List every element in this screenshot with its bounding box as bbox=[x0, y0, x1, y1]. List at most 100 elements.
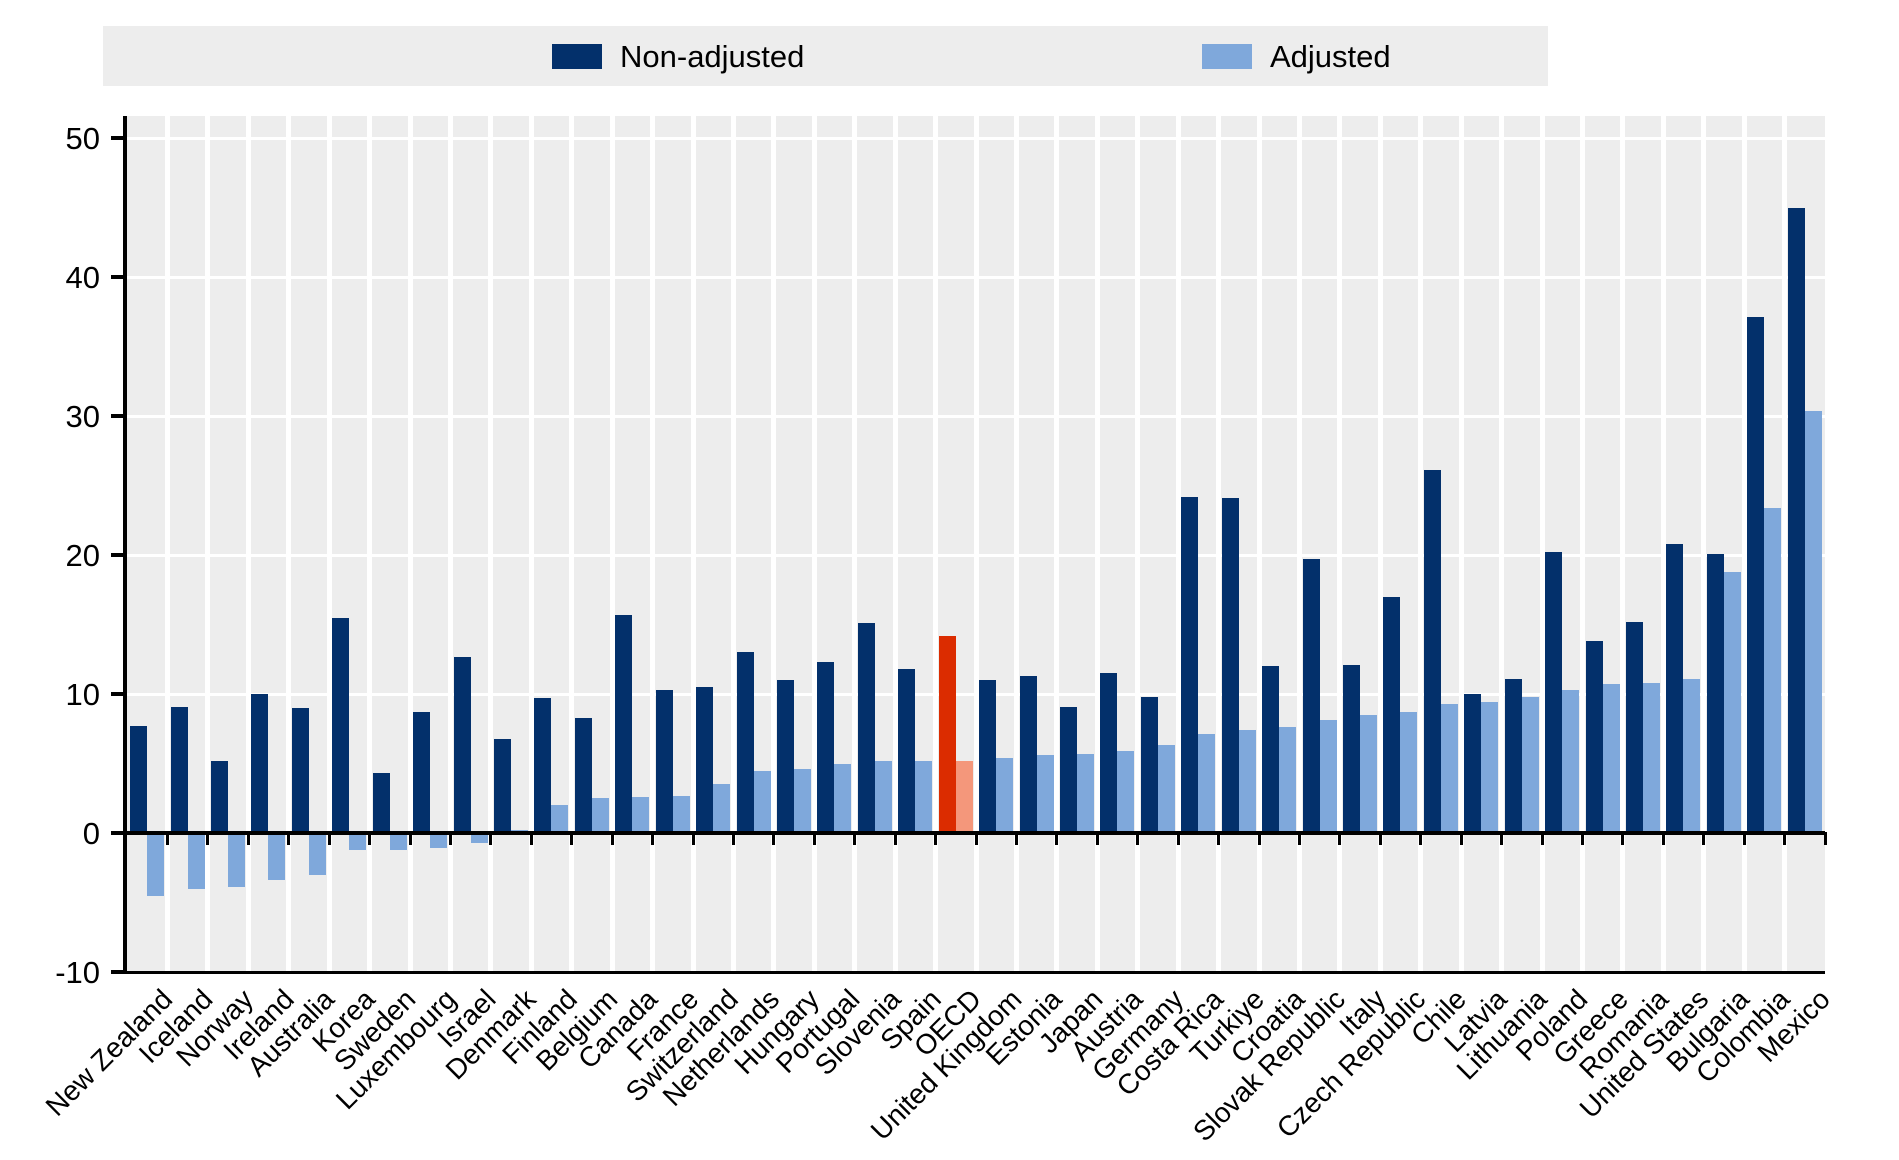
y-tick-label-20: 20 bbox=[65, 538, 100, 574]
x-axis-line bbox=[123, 970, 1825, 974]
column-separator bbox=[1620, 116, 1626, 972]
column-separator bbox=[892, 116, 898, 972]
bar-adjusted-turkiye bbox=[1238, 730, 1256, 834]
bar-adjusted-japan bbox=[1077, 753, 1095, 834]
bar-non-adjusted-finland bbox=[534, 698, 552, 834]
bar-adjusted-sweden bbox=[389, 833, 407, 850]
bar-adjusted-latvia bbox=[1481, 702, 1499, 834]
bar-adjusted-lithuania bbox=[1521, 696, 1539, 834]
bar-adjusted-france bbox=[672, 795, 690, 834]
category-tick bbox=[1580, 832, 1584, 846]
gridline-20 bbox=[127, 553, 1825, 557]
y-tick-50 bbox=[111, 136, 123, 140]
category-tick bbox=[1783, 832, 1787, 846]
category-tick bbox=[1055, 832, 1059, 846]
bar-non-adjusted-chile bbox=[1423, 470, 1441, 834]
column-separator bbox=[205, 116, 211, 972]
bar-adjusted-switzerland bbox=[713, 784, 731, 834]
column-separator bbox=[730, 116, 736, 972]
column-separator bbox=[569, 116, 575, 972]
bar-non-adjusted-slovenia bbox=[857, 623, 875, 834]
bar-adjusted-germany bbox=[1157, 745, 1175, 834]
y-tick-label--10: -10 bbox=[55, 955, 100, 990]
bar-non-adjusted-croatia bbox=[1262, 666, 1280, 834]
category-tick bbox=[1823, 832, 1827, 846]
column-separator bbox=[164, 116, 170, 972]
bar-adjusted-romania bbox=[1643, 682, 1661, 834]
category-tick bbox=[691, 832, 695, 846]
bar-non-adjusted-luxembourg bbox=[413, 712, 431, 834]
bar-non-adjusted-united-states bbox=[1666, 544, 1684, 834]
category-tick bbox=[368, 832, 372, 846]
column-separator bbox=[1337, 116, 1343, 972]
column-separator bbox=[488, 116, 494, 972]
bar-adjusted-greece bbox=[1602, 684, 1620, 834]
bar-adjusted-costa-rica bbox=[1198, 734, 1216, 834]
category-tick bbox=[1459, 832, 1463, 846]
bar-non-adjusted-estonia bbox=[1019, 676, 1037, 834]
bar-non-adjusted-sweden bbox=[372, 773, 390, 834]
y-tick-20 bbox=[111, 553, 123, 557]
gridline-10 bbox=[127, 692, 1825, 696]
column-separator bbox=[973, 116, 979, 972]
category-tick bbox=[853, 832, 857, 846]
bar-adjusted-mexico bbox=[1804, 410, 1822, 834]
column-separator bbox=[1013, 116, 1019, 972]
column-separator bbox=[1701, 116, 1707, 972]
category-tick bbox=[610, 832, 614, 846]
bar-non-adjusted-hungary bbox=[777, 680, 795, 834]
y-tick-label-0: 0 bbox=[82, 816, 100, 852]
bar-non-adjusted-turkiye bbox=[1221, 498, 1239, 834]
legend-swatch-adjusted bbox=[1202, 44, 1252, 69]
bar-adjusted-portugal bbox=[834, 763, 852, 834]
column-separator bbox=[852, 116, 858, 972]
category-tick bbox=[1378, 832, 1382, 846]
bar-adjusted-canada bbox=[632, 796, 650, 834]
column-separator bbox=[367, 116, 373, 972]
bar-adjusted-austria bbox=[1117, 751, 1135, 834]
bar-non-adjusted-iceland bbox=[170, 706, 188, 834]
category-tick bbox=[448, 832, 452, 846]
category-tick bbox=[1702, 832, 1706, 846]
column-separator bbox=[1094, 116, 1100, 972]
legend: Non-adjusted Adjusted bbox=[103, 26, 1548, 86]
column-separator bbox=[1377, 116, 1383, 972]
column-separator bbox=[1296, 116, 1302, 972]
category-tick bbox=[327, 832, 331, 846]
column-separator bbox=[1054, 116, 1060, 972]
y-axis-line bbox=[123, 116, 127, 974]
legend-label-non-adjusted: Non-adjusted bbox=[620, 39, 805, 74]
bar-non-adjusted-costa-rica bbox=[1181, 496, 1199, 834]
bar-adjusted-korea bbox=[349, 833, 367, 850]
legend-swatch-non-adjusted bbox=[552, 44, 602, 69]
column-separator bbox=[933, 116, 939, 972]
bar-adjusted-czech-republic bbox=[1400, 712, 1418, 834]
category-tick bbox=[570, 832, 574, 846]
column-separator bbox=[690, 116, 696, 972]
category-tick bbox=[1540, 832, 1544, 846]
bar-non-adjusted-bulgaria bbox=[1706, 553, 1724, 834]
category-tick bbox=[1136, 832, 1140, 846]
category-tick bbox=[731, 832, 735, 846]
bar-non-adjusted-germany bbox=[1140, 696, 1158, 834]
legend-label-adjusted: Adjusted bbox=[1270, 39, 1391, 74]
bar-adjusted-united-kingdom bbox=[996, 758, 1014, 834]
bar-adjusted-spain bbox=[915, 760, 933, 834]
bar-non-adjusted-canada bbox=[615, 614, 633, 834]
category-tick bbox=[489, 832, 493, 846]
category-tick bbox=[165, 832, 169, 846]
bar-non-adjusted-romania bbox=[1626, 621, 1644, 834]
bar-non-adjusted-austria bbox=[1100, 673, 1118, 834]
bar-non-adjusted-denmark bbox=[494, 738, 512, 834]
category-tick bbox=[893, 832, 897, 846]
column-separator bbox=[1539, 116, 1545, 972]
category-tick bbox=[1257, 832, 1261, 846]
bar-adjusted-colombia bbox=[1764, 507, 1782, 834]
column-separator bbox=[447, 116, 453, 972]
bar-non-adjusted-italy bbox=[1343, 664, 1361, 834]
column-separator bbox=[811, 116, 817, 972]
category-tick bbox=[812, 832, 816, 846]
column-separator bbox=[1660, 116, 1666, 972]
category-tick bbox=[408, 832, 412, 846]
category-tick bbox=[1500, 832, 1504, 846]
